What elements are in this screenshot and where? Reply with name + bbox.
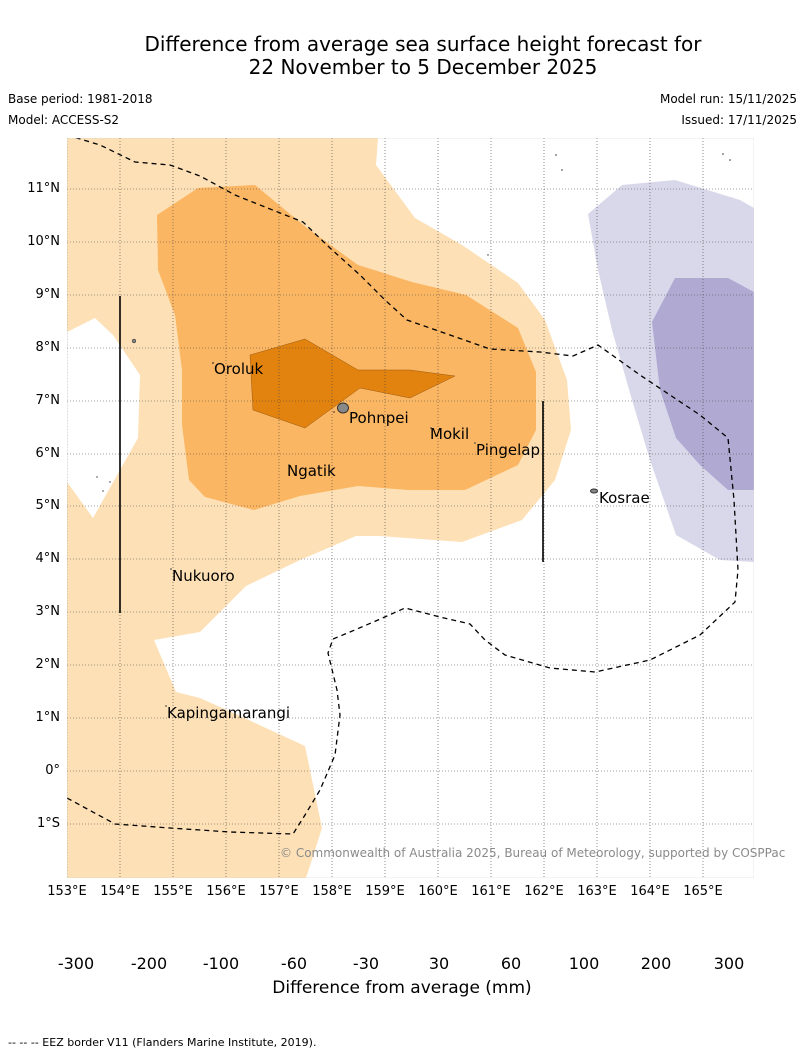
lat-label-9n: 9°N — [35, 287, 61, 302]
island-dot — [131, 338, 137, 344]
lon-label-165e: 165°E — [683, 884, 723, 899]
lon-label-164e: 164°E — [630, 884, 670, 899]
lon-gridlines — [67, 138, 704, 878]
issued-text: Issued: 17/11/2025 — [681, 113, 797, 127]
lat-label-2n: 2°N — [35, 657, 61, 672]
lat-gridlines — [67, 188, 754, 825]
eez-footnote: -- -- -- EEZ border V11 (Flanders Marine… — [8, 1036, 317, 1049]
colorbar-tick-100: 100 — [568, 954, 600, 973]
colorbar-tick-200: 200 — [640, 954, 672, 973]
lat-label-6n: 6°N — [35, 446, 61, 461]
colorbar-tick-300: 300 — [713, 954, 745, 973]
model-text: Model: ACCESS-S2 — [8, 113, 120, 127]
lon-label-163e: 163°E — [577, 884, 617, 899]
lon-label-160e: 160°E — [418, 884, 458, 899]
lon-label-157e: 157°E — [259, 884, 299, 899]
lat-label-1n: 1°N — [35, 710, 61, 725]
contour-60-100 — [157, 185, 536, 510]
lat-label-7n: 7°N — [35, 393, 61, 408]
colorbar-tick-30: 30 — [428, 954, 450, 973]
colorbar-tick-minus300: -300 — [57, 954, 95, 973]
base-period-text: Base period: 1981-2018 — [8, 92, 153, 106]
title-line-2: 22 November to 5 December 2025 — [248, 55, 598, 79]
copyright-notice: © Commonwealth of Australia 2025, Bureau… — [280, 846, 786, 860]
lon-label-159e: 159°E — [365, 884, 405, 899]
title-line-1: Difference from average sea surface heig… — [144, 32, 702, 56]
map-title: Difference from average sea surface heig… — [0, 33, 804, 79]
colorbar-tick-minus60: -60 — [280, 954, 308, 973]
place-label-pingelap: Pingelap — [476, 441, 541, 459]
contour-100-200 — [249, 338, 456, 429]
colorbar-tick-60: 60 — [500, 954, 522, 973]
lat-label-3n: 3°N — [35, 604, 61, 619]
colorbar-title: Difference from average (mm) — [272, 978, 532, 998]
pohnpei-island — [337, 402, 349, 414]
place-label-nukuoro: Nukuoro — [172, 567, 235, 585]
lon-label-155e: 155°E — [153, 884, 193, 899]
place-label-ngatik: Ngatik — [287, 462, 336, 480]
lat-label-11n: 11°N — [27, 181, 60, 196]
colorbar-tick-minus100: -100 — [202, 954, 240, 973]
lon-label-162e: 162°E — [524, 884, 564, 899]
lat-label-4n: 4°N — [35, 551, 61, 566]
place-label-oroluk: Oroluk — [214, 360, 264, 378]
colorbar-tick-minus200: -200 — [130, 954, 168, 973]
eez-border — [67, 138, 739, 835]
sea-height-map — [67, 138, 754, 878]
lat-label-5n: 5°N — [35, 498, 61, 513]
lat-label-1s: 1°S — [36, 816, 60, 831]
kosrae-island — [590, 488, 598, 494]
place-label-mokil: Mokil — [430, 425, 470, 443]
lon-label-158e: 158°E — [312, 884, 352, 899]
place-label-kosrae: Kosrae — [599, 489, 650, 507]
lon-label-161e: 161°E — [471, 884, 511, 899]
lat-label-8n: 8°N — [35, 340, 61, 355]
lat-label-0: 0° — [45, 763, 60, 778]
lon-label-154e: 154°E — [100, 884, 140, 899]
place-label-pohnpei: Pohnpei — [349, 409, 409, 427]
lon-label-153e: 153°E — [47, 884, 87, 899]
colorbar-tick-minus30: -30 — [352, 954, 380, 973]
model-run-text: Model run: 15/11/2025 — [659, 92, 797, 106]
lat-label-10n: 10°N — [27, 234, 60, 249]
small-islets — [96, 153, 731, 707]
place-label-kapingamarangi: Kapingamarangi — [167, 704, 291, 722]
lon-label-156e: 156°E — [206, 884, 246, 899]
